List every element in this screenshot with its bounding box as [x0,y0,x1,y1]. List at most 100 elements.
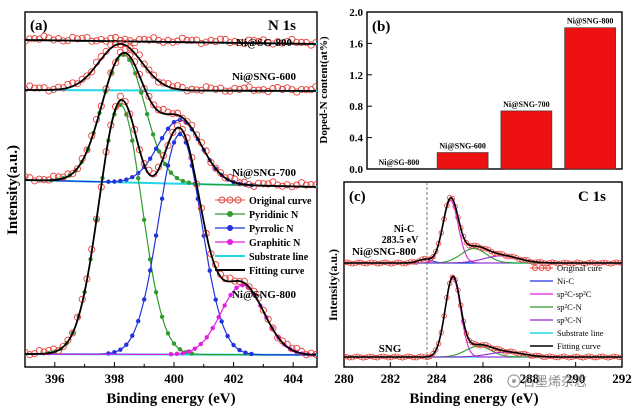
panel-a-ylabel: Intensity(a.u.) [5,145,21,235]
panel-a-x-ticks: 396 398 400 402 404 [24,362,303,386]
c-legend-sp2sp2-label: sp²C-sp²C [557,289,592,299]
bar-label: Ni@SNG-700 [503,100,550,109]
legend-substrate-label: Substrate line [249,252,309,263]
panel-c-plot [344,195,622,361]
panel-b: Ni@SG-800Ni@SNG-600Ni@SNG-700Ni@SNG-800 … [318,7,623,176]
n1s-peak-marker [249,351,254,357]
n1s-original-point [169,128,177,136]
n1s-original-point [297,85,306,94]
n1s-original-point [69,170,77,178]
n1s-original-point [178,125,186,133]
watermark-text: 石墨烯杂志 [522,374,587,389]
n1s-sample-3 [25,92,317,359]
n1s-original-point [183,36,191,44]
legend-fitting: Fitting curve [215,266,305,277]
n1s-original-point [59,343,67,351]
legend-original-label: Original curve [249,196,312,207]
c-legend-fitting-label: Fitting curve [557,341,601,351]
bar-label: Ni@SNG-800 [567,17,614,26]
watermark-logo-icon [507,374,521,388]
n1s-original-point [188,36,196,44]
n1s-fitting-curve [25,98,316,356]
n1s-peak-marker [147,268,153,273]
n1s-original-point [259,86,267,94]
n1s-peak-marker [180,350,186,356]
panel-a-legend: Original curve Pyridinic N Pyrrolic N Gr… [215,196,312,277]
c-legend-fitting: Fitting curve [530,341,601,351]
n1s-original-point [154,106,163,114]
n1s-original-point [245,283,253,291]
n1s-peak-marker [136,175,141,181]
n1s-peak-marker [136,318,141,324]
n1s-original-point [69,329,77,337]
n1s-original-point [231,37,239,45]
c-legend-sp3n: sp³C-N [530,315,582,325]
c1s-original-point [430,351,436,357]
c1s-original-point [433,347,439,353]
n1s-original-point [183,118,191,126]
c-tick-label: 292 [612,371,632,386]
legend-pyridinic: Pyridinic N [215,210,299,221]
panel-c-title: C 1s [578,189,606,205]
ni-c-annotation-value: 283.5 eV [382,235,419,246]
n1s-original-point [207,36,215,44]
n1s-original-point [64,336,72,344]
n1s-original-point [97,35,105,44]
n1s-original-point [178,34,186,42]
n1s-sample-1 [25,39,317,96]
c1s-original-point [560,353,567,359]
panel-b-y-ticks: 0.0 0.4 0.8 1.2 1.6 2.0 [349,7,372,176]
legend-pyrrolic: Pyrrolic N [215,224,294,235]
c-tick-label: 288 [520,371,540,386]
panel-a-title: N 1s [268,18,296,34]
n1s-original-point [259,306,267,314]
n1s-original-point [212,164,220,172]
n1s-original-point [150,71,158,79]
n1s-original-point [116,92,124,100]
n1s-original-point [26,35,34,43]
n1s-original-point [274,38,282,46]
n1s-original-point [255,37,263,46]
panel-b-frame [366,11,623,170]
n1s-original-point [174,109,182,117]
n1s-peak-marker [141,217,147,223]
n1s-peak-marker [153,233,159,238]
legend-substrate: Substrate line [215,252,309,263]
n1s-original-point [40,348,48,356]
n1s-original-point [207,158,215,167]
n1s-original-point [121,35,129,43]
n1s-sample-0 [25,32,317,49]
n1s-peak-marker [118,347,123,352]
panel-c-ylabel: Intensity(a.u.) [326,249,340,321]
n1s-original-point [164,36,172,45]
c1s-sample-0 [344,195,622,267]
panel-a-frame [24,11,318,368]
n1s-original-point [30,84,39,92]
b-tick-label: 2.0 [349,7,363,19]
n1s-original-point [212,85,220,93]
n1s-peak-marker [106,351,111,356]
n1s-peak-marker [118,178,123,184]
legend-original-curve: Original curve [215,196,312,207]
n1s-original-point [30,35,39,43]
n1s-original-point [88,68,96,76]
panel-c-legend: Original cure Ni-C sp²C-sp²C sp²C-N sp³C… [530,263,604,351]
n1s-peak-marker [186,349,192,354]
n1s-original-point [45,87,53,95]
c1s-original-point [469,339,475,346]
c-legend-original: Original cure [530,263,602,273]
n1s-original-point [283,181,291,189]
n1s-fitting-curve [25,42,316,92]
n1s-peak-marker [124,342,129,347]
n1s-peak-marker [231,342,236,348]
n1s-peak-marker [153,290,159,295]
n1s-peak-marker [168,170,174,175]
n1s-original-point [302,86,310,94]
panel-c-x-ticks: 280 282 284 286 288 290 292 [334,362,632,386]
n1s-original-point [126,51,134,59]
legend-fitting-label: Fitting curve [249,266,305,277]
a-tick-label: 398 [105,371,125,386]
n1s-fitting-curve [25,51,316,188]
n1s-original-point [297,347,306,355]
